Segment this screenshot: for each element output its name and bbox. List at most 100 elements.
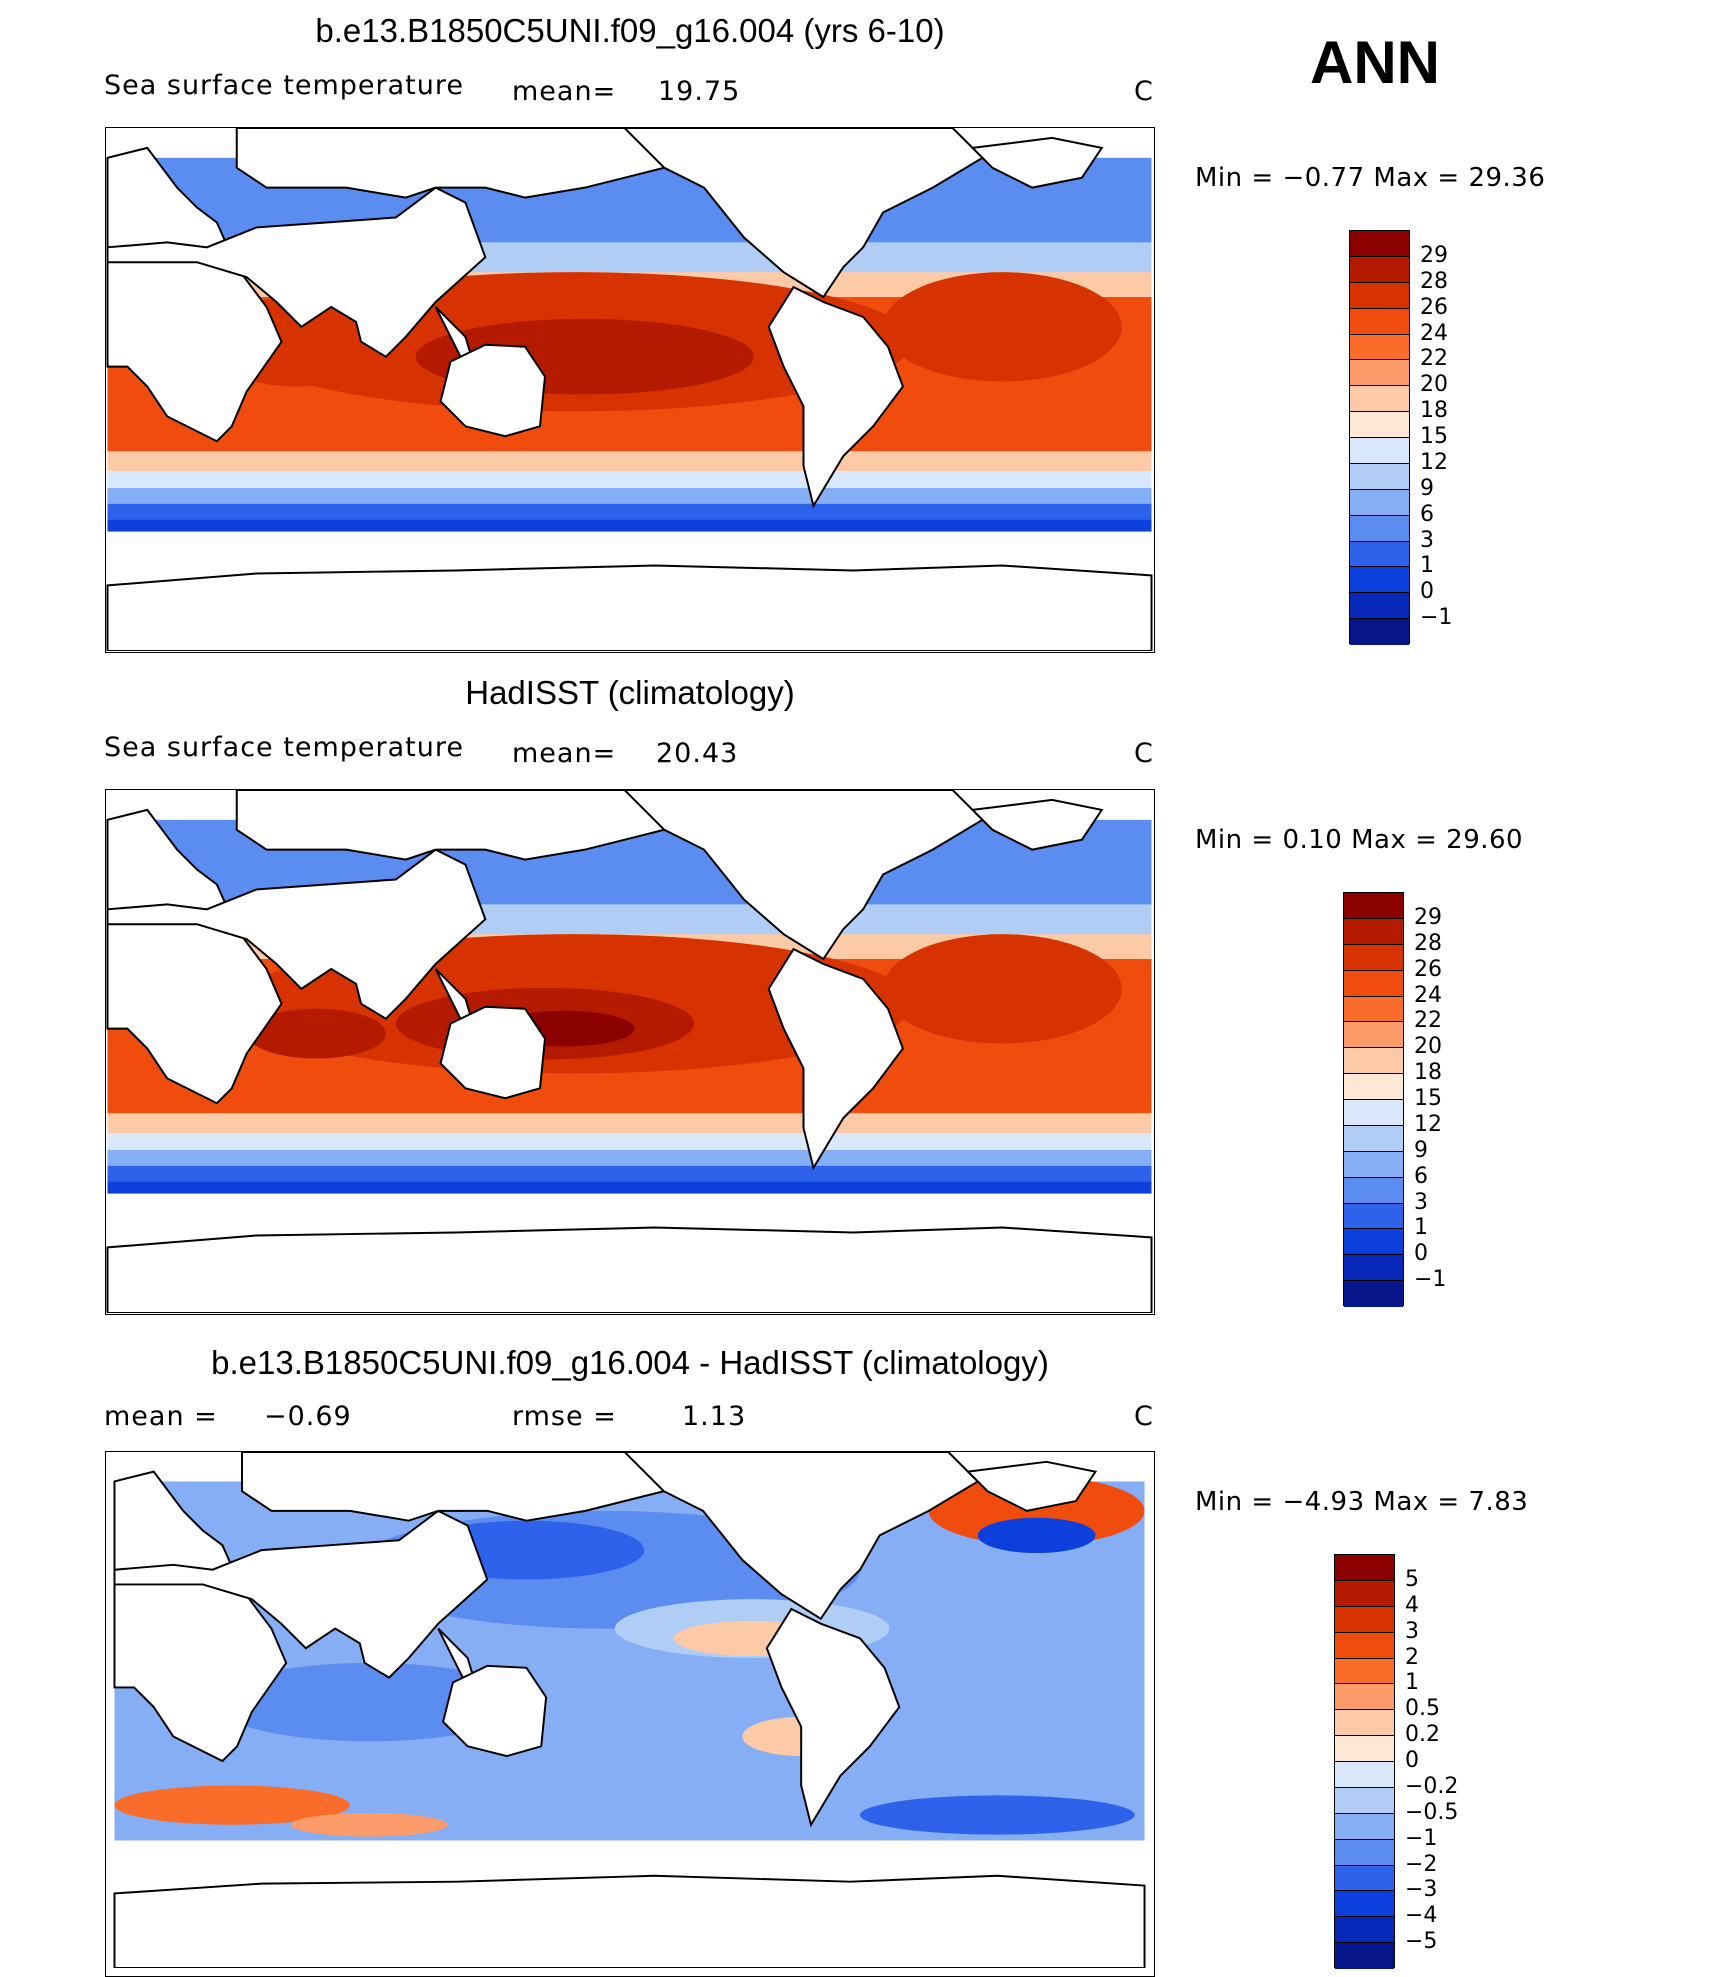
colorbar-swatch [1335,1684,1394,1711]
colorbar-tick-label: 12 [1420,449,1448,475]
colorbar-tick-label: 12 [1414,1111,1442,1137]
colorbar-swatch [1344,1048,1403,1075]
colorbar-tick-label: 1 [1420,553,1434,579]
colorbar-swatch [1335,1580,1394,1607]
colorbar-tick-label: 22 [1420,346,1448,372]
colorbar-swatch [1350,619,1409,645]
colorbar-swatch [1335,1658,1394,1685]
colorbar-swatch [1350,360,1409,387]
colorbar-swatch [1350,438,1409,464]
colorbar-tick-label: −2 [1405,1851,1438,1877]
colorbar-tick-label: −3 [1405,1877,1438,1903]
colorbar-swatch [1350,256,1409,283]
colorbar-tick-label: 18 [1414,1060,1442,1086]
panel-1-mean-label: mean= [512,76,617,107]
colorbar-tick-label: 28 [1420,268,1448,294]
colorbar-swatch [1335,1839,1394,1866]
colorbar-tick-label: 20 [1414,1034,1442,1060]
colorbar-swatch [1344,1255,1403,1282]
panel-1-units: C [1134,76,1154,107]
colorbar-swatch [1344,893,1403,919]
colorbar-tick-label: −1 [1420,605,1453,631]
colorbar-swatch [1335,1762,1394,1788]
colorbar-tick-label: 3 [1405,1618,1419,1644]
panel-1-minmax: Min = −0.77 Max = 29.36 [1195,163,1546,193]
colorbar-tick-label: 3 [1414,1189,1428,1215]
colorbar-swatch [1350,231,1409,257]
colorbar-swatch [1344,1074,1403,1100]
panel-2-colorbar [1343,892,1404,1307]
colorbar-swatch [1344,918,1403,945]
colorbar-swatch [1344,944,1403,971]
colorbar-tick-label: −1 [1405,1825,1438,1851]
colorbar-swatch [1335,1606,1394,1633]
colorbar-tick-label: 5 [1405,1566,1419,1592]
panel-2-minmax: Min = 0.10 Max = 29.60 [1195,825,1524,855]
colorbar-tick-label: 0 [1405,1748,1419,1773]
colorbar-swatch [1350,412,1409,438]
colorbar-swatch [1335,1891,1394,1918]
panel-3-colorbar [1334,1554,1395,1969]
colorbar-swatch [1344,970,1403,997]
colorbar-tick-label: 20 [1420,372,1448,398]
colorbar-tick-label: 0 [1414,1241,1428,1267]
colorbar-swatch [1335,1865,1394,1892]
colorbar-tick-label: 1 [1414,1215,1428,1241]
colorbar-tick-label: 29 [1420,242,1448,268]
continents [113,1452,1146,1968]
colorbar-tick-label: 0.5 [1405,1696,1440,1722]
colorbar-tick-label: 9 [1420,475,1434,501]
colorbar-swatch [1344,1022,1403,1049]
panel-3-rmse-value: 1.13 [682,1401,747,1432]
colorbar-swatch [1335,1736,1394,1762]
colorbar-swatch [1344,1281,1403,1307]
colorbar-swatch [1344,1177,1403,1204]
panel-1-map [105,127,1155,653]
panel-3-units: C [1134,1401,1154,1432]
colorbar-swatch [1335,1710,1394,1737]
colorbar-tick-label: 18 [1420,398,1448,424]
colorbar-swatch [1335,1917,1394,1944]
colorbar-tick-label: −0.2 [1405,1773,1459,1799]
colorbar-tick-label: 9 [1414,1137,1428,1163]
panel-2-title: HadISST (climatology) [465,674,795,711]
colorbar-swatch [1335,1632,1394,1659]
colorbar-tick-label: 4 [1405,1592,1419,1618]
colorbar-swatch [1344,1151,1403,1178]
colorbar-swatch [1350,334,1409,361]
colorbar-tick-label: 6 [1414,1163,1428,1189]
panel-3-title: b.e13.B1850C5UNI.f09_g16.004 - HadISST (… [211,1344,1049,1381]
panel-3-mean-value: −0.69 [264,1401,352,1432]
colorbar-tick-label: 2 [1405,1644,1419,1670]
colorbar-swatch [1350,567,1409,594]
colorbar-tick-label: 28 [1414,930,1442,956]
colorbar-tick-label: 3 [1420,527,1434,553]
colorbar-swatch [1350,308,1409,335]
colorbar-tick-label: 26 [1420,294,1448,320]
panel-2-mean-label: mean= [512,738,617,769]
colorbar-swatch [1344,996,1403,1023]
colorbar-swatch [1350,489,1409,516]
colorbar-tick-label: −0.5 [1405,1799,1459,1825]
colorbar-tick-label: 6 [1420,501,1434,527]
continents [106,790,1153,1313]
colorbar-tick-label: 0 [1420,579,1434,605]
colorbar-swatch [1335,1813,1394,1840]
panel-2-variable: Sea surface temperature [104,732,464,763]
colorbar-swatch [1335,1555,1394,1581]
colorbar-tick-label: 0.2 [1405,1722,1440,1748]
colorbar-tick-label: 15 [1420,424,1448,449]
colorbar-swatch [1350,282,1409,309]
colorbar-swatch [1350,515,1409,542]
panel-1-mean-value: 19.75 [658,76,741,107]
colorbar-swatch [1350,541,1409,568]
panel-1-title: b.e13.B1850C5UNI.f09_g16.004 (yrs 6-10) [315,12,945,49]
colorbar-tick-label: 15 [1414,1086,1442,1111]
colorbar-tick-label: 24 [1420,320,1448,346]
colorbar-tick-label: −4 [1405,1903,1438,1929]
panel-2-map [105,789,1155,1315]
colorbar-tick-label: 22 [1414,1008,1442,1034]
continents [106,128,1153,651]
colorbar-swatch [1335,1787,1394,1814]
colorbar-tick-label: 1 [1405,1670,1419,1696]
